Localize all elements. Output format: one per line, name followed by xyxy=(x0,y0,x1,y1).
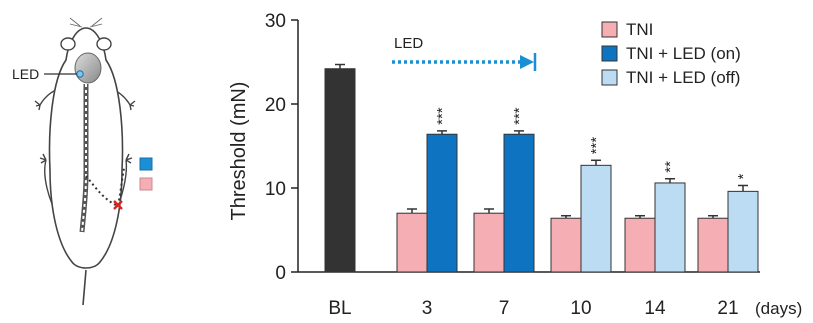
y-tick-label: 10 xyxy=(265,179,286,200)
x-tick-label: 3 xyxy=(422,298,433,319)
bar-tni-7 xyxy=(473,212,505,273)
bar-led-on-7 xyxy=(503,133,535,273)
legend-swatch xyxy=(601,45,618,62)
y-axis-label: Threshold (mN) xyxy=(228,82,250,221)
bar-baseline xyxy=(324,68,356,273)
y-tick-label: 20 xyxy=(265,95,286,116)
y-axis: 0 10 20 30 xyxy=(265,11,299,284)
significance-label: *** xyxy=(588,137,605,155)
x-axis-unit: (days) xyxy=(755,299,802,318)
significance-labels: *** ********* xyxy=(434,107,752,179)
led-illustration-label: LED xyxy=(12,66,39,82)
injury-x-icon xyxy=(113,200,123,210)
bar-led-off-14 xyxy=(654,182,686,273)
tni-marker-icon xyxy=(139,177,153,191)
legend-label: TNI xyxy=(626,20,653,39)
significance-label: *** xyxy=(511,107,528,125)
x-tick-label: 10 xyxy=(570,298,591,319)
bar-tni-21 xyxy=(697,217,729,273)
y-tick-label: 0 xyxy=(275,263,286,284)
significance-label: * xyxy=(735,173,752,179)
significance-label: ** xyxy=(662,161,679,173)
x-tick-label: 7 xyxy=(499,298,510,319)
bar-tni-3 xyxy=(396,212,428,273)
x-axis: BL 3 7 10 14 21 xyxy=(298,271,760,319)
bar-led-off-10 xyxy=(580,164,612,273)
x-tick-label: BL xyxy=(328,298,351,319)
bars xyxy=(324,63,759,273)
legend-label: TNI + LED (on) xyxy=(626,44,741,63)
bar-led-off-21 xyxy=(727,190,759,273)
bar-tni-14 xyxy=(624,217,656,273)
legend: TNI TNI + LED (on) TNI + LED (off) xyxy=(601,20,741,87)
led-period-arrow: LED xyxy=(392,35,537,71)
x-tick-label: 14 xyxy=(644,298,666,319)
led-arrow-label: LED xyxy=(394,35,423,52)
y-tick-label: 30 xyxy=(265,11,286,32)
rat-illustration: LED xyxy=(12,17,153,306)
x-tick-label: 21 xyxy=(717,298,738,319)
bar-tni-10 xyxy=(550,217,582,273)
led-marker-icon xyxy=(139,157,153,171)
bar-led-on-3 xyxy=(426,133,458,273)
legend-label: TNI + LED (off) xyxy=(626,68,740,87)
legend-swatch xyxy=(601,21,618,38)
legend-swatch xyxy=(601,69,618,86)
significance-label: *** xyxy=(434,107,451,125)
